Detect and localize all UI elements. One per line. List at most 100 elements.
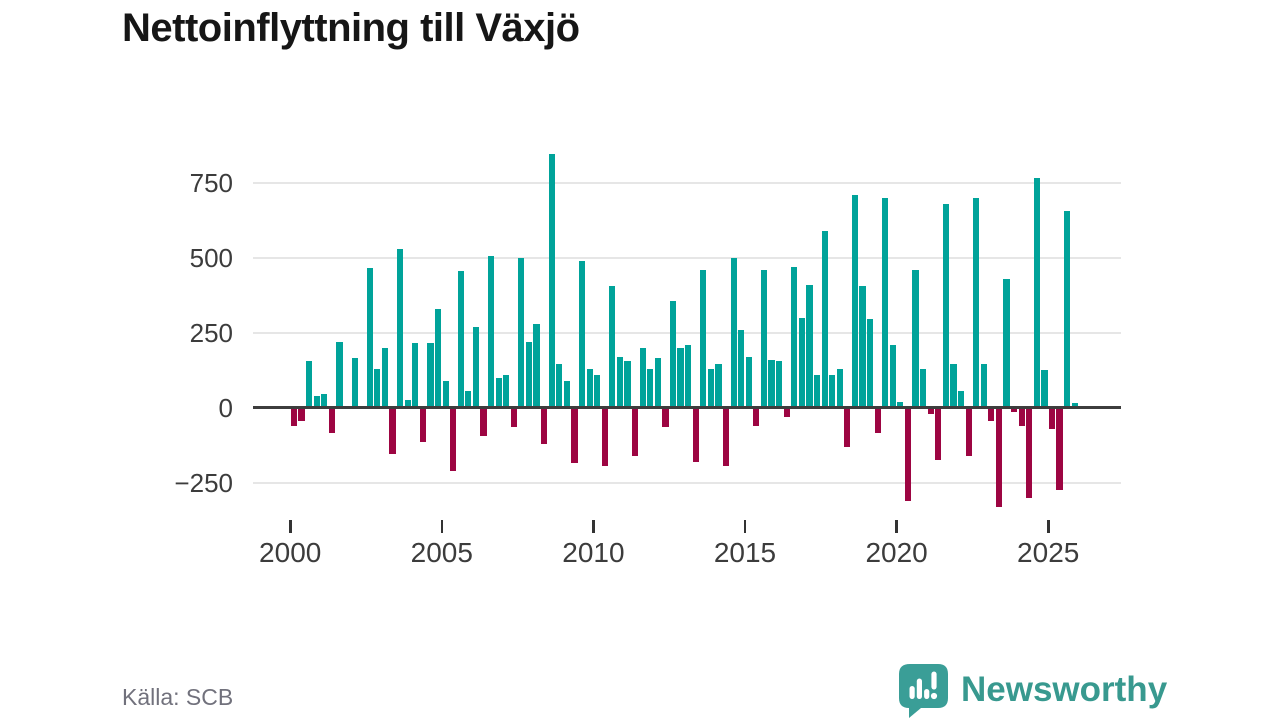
x-axis-label-2010: 2010	[562, 537, 625, 568]
bar-2014Q4	[738, 329, 745, 408]
bar-2020Q3	[912, 269, 919, 408]
bar-2022Q2	[965, 407, 972, 456]
bar-2022Q3	[973, 197, 980, 408]
bar-2024Q2	[1026, 407, 1033, 498]
bar-2017Q4	[829, 374, 836, 408]
bar-2018Q1	[836, 368, 843, 408]
bar-2021Q3	[942, 203, 949, 408]
bar-2017Q3	[821, 230, 828, 408]
bar-2012Q4	[677, 347, 684, 408]
bar-2013Q2	[692, 407, 699, 462]
bar-2009Q2	[571, 407, 578, 463]
source-note: Källa: SCB	[122, 684, 234, 710]
bar-2023Q4	[1011, 407, 1018, 412]
gridline-500	[253, 256, 1121, 259]
bar-2011Q4	[647, 368, 654, 408]
bar-2018Q4	[859, 286, 866, 408]
bar-2004Q2	[419, 407, 426, 442]
bar-2006Q2	[480, 407, 487, 436]
bar-2024Q1	[1018, 407, 1025, 426]
bar-2020Q2	[904, 407, 912, 501]
x-axis-zero-line	[253, 406, 1121, 409]
bar-2008Q3	[548, 154, 555, 408]
bar-2013Q3	[700, 269, 707, 408]
x-tick-2010	[592, 520, 595, 533]
x-axis-label-2020: 2020	[865, 537, 928, 568]
bar-2007Q4	[525, 341, 533, 408]
bar-2000Q1	[290, 407, 298, 426]
bar-2005Q1	[442, 380, 449, 408]
bar-2024Q3	[1033, 178, 1040, 408]
bar-2022Q1	[957, 391, 965, 408]
gridline-750	[253, 181, 1121, 184]
x-axis-label-2000: 2000	[259, 537, 322, 568]
brand-name: Newsworthy	[961, 670, 1168, 709]
bar-2023Q1	[988, 407, 995, 421]
bar-2001Q1	[321, 394, 328, 408]
bar-2015Q4	[768, 359, 775, 408]
bar-2004Q4	[434, 308, 442, 408]
brand-logo: Newsworthy	[897, 662, 1167, 718]
bar-2003Q2	[389, 407, 396, 454]
x-axis-label-2005: 2005	[410, 537, 473, 568]
bar-2025Q1	[1048, 407, 1056, 429]
bar-2009Q3	[578, 260, 586, 408]
bar-2024Q4	[1041, 370, 1048, 408]
bar-2006Q3	[487, 256, 495, 408]
bar-2014Q3	[730, 257, 737, 408]
bar-2014Q1	[715, 364, 722, 408]
bar-2005Q4	[465, 391, 472, 408]
bar-2001Q3	[336, 341, 343, 408]
bar-2012Q3	[669, 301, 677, 408]
bar-2018Q2	[844, 407, 851, 447]
bar-2025Q3	[1064, 211, 1071, 408]
bar-2017Q1	[806, 284, 813, 408]
bar-2002Q4	[374, 368, 381, 408]
bar-2010Q2	[601, 407, 608, 466]
gridline-250	[253, 331, 1121, 334]
bar-2008Q2	[541, 407, 548, 444]
bar-2001Q2	[328, 407, 335, 433]
x-tick-2005	[440, 520, 444, 533]
bar-2007Q3	[518, 257, 525, 408]
bar-2003Q1	[381, 347, 389, 408]
bar-2009Q1	[563, 380, 570, 408]
bar-2003Q4	[404, 400, 411, 408]
bar-2025Q4	[1071, 403, 1078, 408]
x-tick-2015	[743, 520, 747, 533]
bar-2019Q1	[866, 319, 874, 408]
bar-2020Q1	[897, 401, 904, 408]
bar-2000Q2	[298, 407, 305, 421]
newsworthy-speech-bubble-chart-icon	[899, 664, 948, 718]
bar-2008Q1	[533, 323, 540, 408]
bar-2002Q3	[366, 268, 373, 408]
x-axis-label-2015: 2015	[713, 537, 777, 568]
bar-2013Q4	[707, 368, 714, 408]
bar-2016Q1	[776, 361, 783, 408]
bar-2007Q2	[510, 407, 517, 427]
bar-2005Q2	[450, 407, 457, 471]
bar-2002Q1	[351, 358, 358, 408]
bar-2021Q2	[935, 407, 942, 460]
bar-2025Q2	[1056, 407, 1063, 490]
bar-2022Q4	[980, 364, 987, 408]
bar-2004Q3	[427, 343, 434, 408]
bar-2004Q1	[412, 343, 419, 408]
bar-2010Q1	[594, 374, 601, 408]
bar-2011Q1	[624, 361, 631, 408]
bar-2011Q2	[632, 407, 639, 456]
bar-2015Q2	[753, 407, 760, 426]
bar-2005Q3	[457, 271, 464, 408]
bar-2019Q4	[889, 344, 896, 408]
bar-2006Q1	[472, 326, 479, 408]
bar-2008Q4	[556, 364, 563, 408]
bar-2021Q1	[927, 407, 934, 414]
bar-2007Q1	[503, 374, 510, 408]
bar-2015Q1	[745, 356, 752, 408]
bar-2010Q3	[609, 286, 616, 408]
bar-2019Q2	[874, 407, 881, 433]
bar-2014Q2	[722, 407, 730, 466]
bar-2023Q3	[1003, 278, 1010, 408]
y-axis-label--250: −250	[174, 467, 233, 498]
bar-2011Q3	[639, 347, 646, 408]
